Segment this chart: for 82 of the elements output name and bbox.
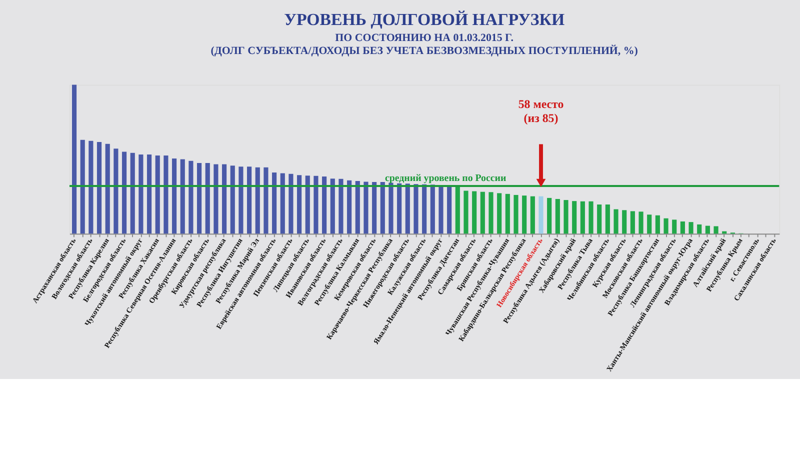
bar bbox=[630, 211, 635, 234]
bar bbox=[364, 182, 368, 234]
bar bbox=[164, 156, 168, 234]
bar bbox=[414, 184, 418, 234]
bar bbox=[622, 210, 627, 234]
bar bbox=[430, 184, 435, 234]
bar bbox=[464, 190, 468, 234]
bar bbox=[297, 175, 302, 234]
bar bbox=[322, 176, 327, 234]
bar bbox=[372, 182, 377, 234]
bar bbox=[114, 148, 118, 234]
bar bbox=[505, 194, 510, 234]
bar bbox=[172, 158, 177, 234]
bar bbox=[714, 226, 718, 234]
bar bbox=[88, 140, 94, 234]
chart-subtitle: ПО СОСТОЯНИЮ НА 01.03.2015 Г. (ДОЛГ СУБЪЕКТА/ДОХОДЫ БЕЗ УЧЕТА БЕЗВОЗМЕЗДНЫХ ПОСТУПЛЕНИЙ, %) bbox=[210, 32, 638, 58]
bar bbox=[530, 196, 535, 234]
bar bbox=[264, 167, 268, 234]
bar bbox=[347, 180, 352, 234]
bar bbox=[338, 178, 344, 234]
bar bbox=[222, 164, 227, 234]
bar bbox=[488, 192, 494, 234]
bar bbox=[205, 162, 210, 234]
bar bbox=[305, 176, 310, 234]
bar bbox=[146, 154, 152, 234]
bar bbox=[122, 152, 127, 234]
bar bbox=[105, 144, 110, 234]
bar bbox=[472, 191, 477, 234]
bar bbox=[438, 185, 444, 234]
bar bbox=[455, 186, 460, 234]
bar bbox=[447, 185, 452, 234]
bar bbox=[522, 196, 527, 234]
bar bbox=[655, 215, 660, 234]
bar bbox=[330, 178, 335, 234]
bar bbox=[155, 156, 160, 234]
bar bbox=[214, 164, 218, 234]
bar bbox=[605, 204, 610, 234]
bar bbox=[614, 209, 618, 234]
bar bbox=[314, 176, 318, 234]
bar bbox=[397, 183, 402, 234]
bar bbox=[705, 226, 710, 234]
bar bbox=[96, 142, 102, 234]
bar bbox=[588, 201, 594, 234]
bar bbox=[280, 173, 285, 234]
bar bbox=[538, 196, 544, 234]
bar bbox=[597, 204, 602, 234]
bar bbox=[547, 198, 552, 234]
bar bbox=[388, 182, 394, 234]
bar bbox=[497, 193, 502, 234]
bar bbox=[480, 192, 485, 234]
annotation: 58 место (из 85) bbox=[518, 96, 564, 125]
ref-line-label: средний уровень по России bbox=[384, 173, 507, 184]
bar bbox=[188, 160, 194, 234]
bar bbox=[664, 218, 668, 234]
bar bbox=[272, 172, 277, 234]
bar bbox=[680, 221, 685, 234]
bar bbox=[138, 154, 144, 234]
bar bbox=[697, 224, 702, 234]
bar bbox=[572, 201, 577, 234]
bar bbox=[580, 201, 585, 234]
bar bbox=[230, 166, 235, 234]
bar bbox=[647, 214, 652, 234]
bar bbox=[564, 200, 568, 234]
bar bbox=[380, 182, 385, 234]
bar bbox=[422, 184, 427, 234]
bar bbox=[80, 140, 85, 234]
bar bbox=[405, 184, 410, 234]
bar bbox=[247, 166, 252, 234]
bar bbox=[238, 166, 244, 234]
bar bbox=[514, 194, 518, 234]
chart-title: УРОВЕНЬ ДОЛГОВОЙ НАГРУЗКИ bbox=[284, 10, 565, 30]
bar bbox=[688, 222, 694, 234]
bar bbox=[72, 84, 77, 234]
bar bbox=[638, 212, 644, 234]
bar bbox=[255, 167, 260, 234]
bar bbox=[288, 174, 294, 234]
bar bbox=[196, 162, 202, 234]
bar bbox=[130, 152, 135, 234]
bar bbox=[672, 220, 677, 234]
bar bbox=[355, 180, 360, 234]
bar bbox=[555, 198, 560, 234]
bar bbox=[180, 159, 185, 234]
